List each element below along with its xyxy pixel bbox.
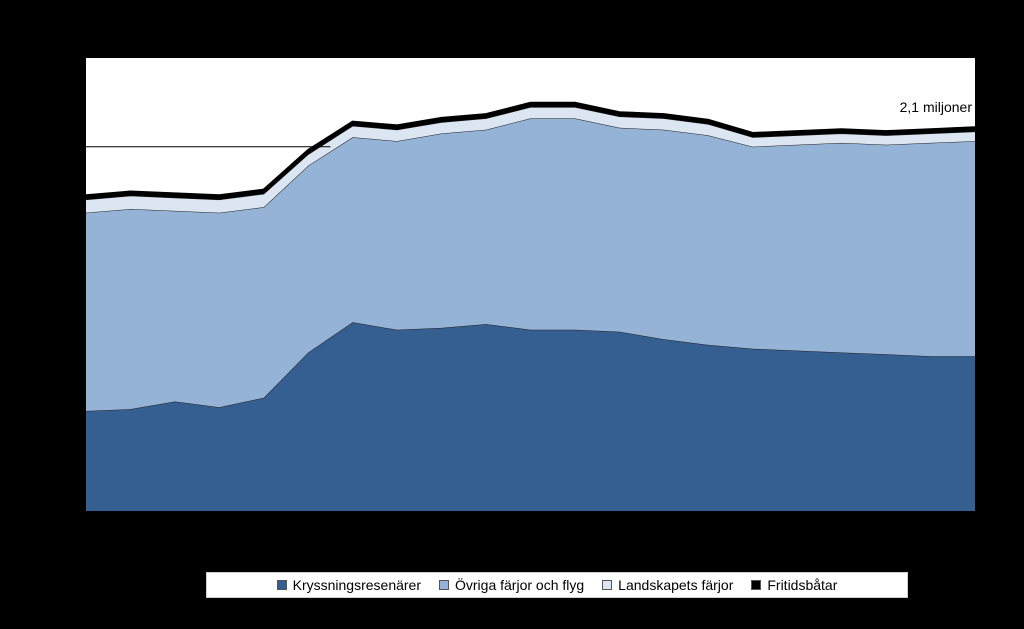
area-edge-fritidsb-tar: [85, 101, 976, 198]
legend-label-kryssningsresenarer: Kryssningsresenärer: [292, 577, 421, 593]
legend-item-kryssningsresenarer: Kryssningsresenärer: [276, 577, 421, 593]
legend-swatch-fritidsbatar: [751, 580, 762, 590]
legend: Kryssningsresenärer Övriga färjor och fl…: [206, 572, 908, 598]
legend-swatch-landskapets: [602, 580, 613, 590]
legend-item-landskapets: Landskapets färjor: [602, 577, 733, 593]
legend-swatch-kryssningsresenarer: [276, 580, 287, 590]
area-landskapets-f-rjor: [86, 107, 975, 213]
areas-layer: [85, 101, 976, 511]
legend-swatch-ovriga: [439, 580, 449, 590]
area-kryssningsresen-rer: [86, 322, 975, 511]
legend-item-fritidsbatar: Fritidsbåtar: [751, 577, 837, 593]
area--vriga-f-rjor-och-flyg: [86, 118, 975, 412]
legend-label-landskapets: Landskapets färjor: [618, 577, 734, 593]
legend-item-ovriga: Övriga färjor och flyg: [439, 577, 584, 593]
legend-label-ovriga: Övriga färjor och flyg: [455, 577, 585, 593]
legend-label-fritidsbatar: Fritidsbåtar: [767, 577, 838, 593]
annotation-label: 2,1 miljoner: [900, 99, 973, 115]
